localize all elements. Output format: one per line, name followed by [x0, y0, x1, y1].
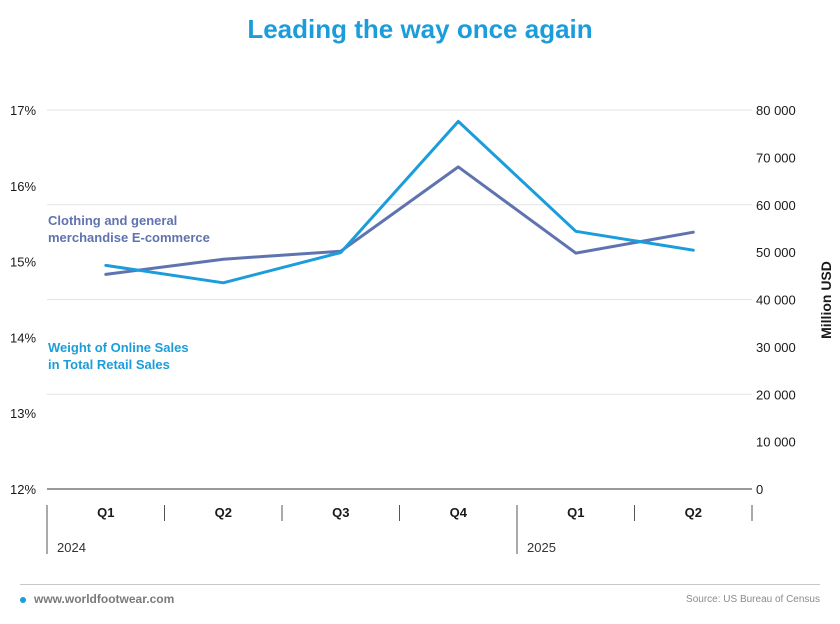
right-tick-label: 0 — [756, 482, 763, 497]
series-label: in Total Retail Sales — [48, 357, 170, 372]
x-tick-label: Q1 — [97, 505, 114, 520]
x-tick-label: Q3 — [332, 505, 349, 520]
right-tick-label: 50 000 — [756, 245, 796, 260]
line-chart: 17% 16% 15% 14% 13% 12% 80 000 70 000 60 000 50 … — [10, 103, 834, 555]
right-tick-label: 60 000 — [756, 198, 796, 213]
left-tick-label: 12% — [10, 482, 36, 497]
x-tick-label: Q4 — [450, 505, 468, 520]
left-tick-label: 14% — [10, 330, 36, 345]
right-tick-label: 30 000 — [756, 340, 796, 355]
left-tick-label: 13% — [10, 406, 36, 421]
x-tick-label: Q1 — [567, 505, 584, 520]
series-label: Weight of Online Sales — [48, 340, 189, 355]
series-line — [104, 165, 695, 276]
right-axis-ticks: 80 000 70 000 60 000 50 000 40 000 30 000 20 0… — [756, 103, 796, 497]
series-lines — [104, 119, 695, 285]
bullet-icon — [20, 597, 26, 603]
right-tick-label: 20 000 — [756, 387, 796, 402]
right-tick-label: 70 000 — [756, 150, 796, 165]
source-note: Source: US Bureau of Census — [686, 594, 820, 605]
year-label: 2025 — [527, 540, 556, 555]
series-labels: Clothing and general merchandise E-commer… — [48, 213, 210, 372]
year-label: 2024 — [57, 540, 86, 555]
gridlines — [47, 109, 752, 395]
right-tick-label: 10 000 — [756, 435, 796, 450]
x-axis: Q1 Q2 Q3 Q4 Q1 Q2 2024 2025 — [46, 488, 753, 555]
series-line — [104, 119, 695, 285]
x-tick-label: Q2 — [685, 505, 702, 520]
left-tick-label: 16% — [10, 179, 36, 194]
left-tick-label: 15% — [10, 255, 36, 270]
website-link[interactable]: www.worldfootwear.com — [34, 592, 175, 606]
left-axis-ticks: 17% 16% 15% 14% 13% 12% — [10, 103, 36, 497]
footer-divider — [20, 584, 820, 585]
left-tick-label: 17% — [10, 103, 36, 118]
right-tick-label: 80 000 — [756, 103, 796, 118]
x-tick-label: Q2 — [215, 505, 232, 520]
series-label: merchandise E-commerce — [48, 230, 210, 245]
right-tick-label: 40 000 — [756, 293, 796, 308]
chart-title: Leading the way once again — [247, 14, 593, 44]
series-label: Clothing and general — [48, 213, 177, 228]
right-axis-title: Million USD — [818, 261, 834, 339]
